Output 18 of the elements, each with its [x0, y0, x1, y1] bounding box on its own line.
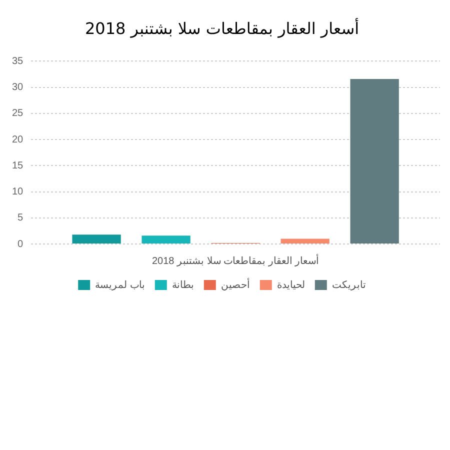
y-tick-label: 10: [12, 186, 24, 198]
bar: [350, 78, 399, 244]
legend-label: باب لمريسة: [95, 280, 145, 291]
bar: [142, 236, 190, 244]
legend-label: تابريكت: [332, 280, 366, 291]
legend-label: بطانة: [172, 280, 194, 291]
y-tick-label: 35: [12, 56, 24, 67]
y-tick-label: 0: [18, 238, 24, 250]
y-tick-label: 25: [12, 108, 24, 120]
legend-label: لحيايدة: [276, 280, 305, 291]
y-tick-label: 30: [12, 82, 24, 94]
chart-title: أسعار العقار بمقاطعات سلا بشتنبر 2018: [84, 18, 360, 38]
y-tick-label: 5: [18, 212, 24, 224]
bar: [72, 234, 121, 244]
legend-label: أحصين: [220, 278, 250, 291]
y-tick-label: 20: [12, 134, 24, 146]
bar: [280, 238, 330, 244]
y-tick-label: 15: [12, 160, 24, 172]
